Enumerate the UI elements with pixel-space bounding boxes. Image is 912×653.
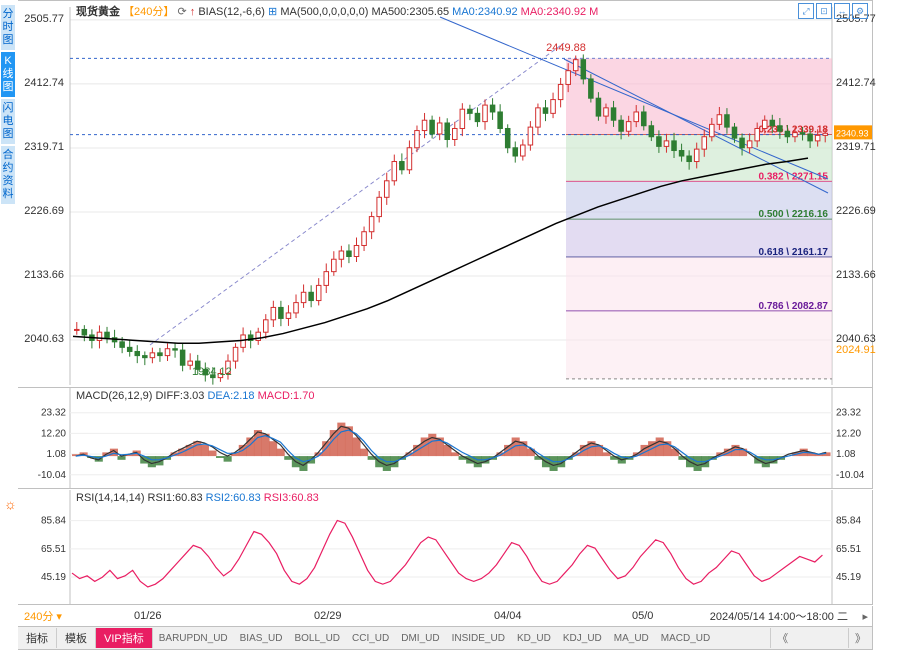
sidebar-tab-flash[interactable]: 闪电图 [0,98,16,145]
indicator-tab[interactable]: BIAS_UD [234,631,289,646]
macd-panel: MACD(26,12,9) DIFF:3.03 DEA:2.18 MACD:1.… [18,388,873,489]
indicator-tab[interactable]: BOLL_UD [288,631,346,646]
svg-text:65.51: 65.51 [41,544,66,555]
xaxis-timestamp: 2024/05/14 14:00～18:00 二 [710,608,848,624]
chart-header: 现货黄金 【240分】 ⟳ ↑ BIAS(12,-6,6) ⊞ MA(500,0… [76,3,598,19]
svg-text:-10.04: -10.04 [836,470,865,481]
svg-text:45.19: 45.19 [836,572,861,583]
yaxis-left: 2040.632133.662226.692319.712412.742505.… [18,0,68,386]
indicator-tab[interactable]: MACD_UD [655,631,716,646]
indicator-tab[interactable]: DMI_UD [395,631,445,646]
instrument-title: 现货黄金 [76,6,120,18]
svg-text:85.84: 85.84 [41,516,66,527]
indicator-tab[interactable]: CCI_UD [346,631,395,646]
macd-svg[interactable]: -10.04 -10.04 1.08 1.08 12.20 12.20 23.32 23.32 [18,388,872,488]
ma500-value: MA500:2305.65 [371,6,449,18]
sidebar-tab-time[interactable]: 分时图 [0,4,16,51]
sidebar-tab-kline[interactable]: K线图 [0,51,16,98]
svg-text:0.382 \ 2271.15: 0.382 \ 2271.15 [758,171,828,182]
rsi-star-icon: ☼ [4,496,17,512]
macd-dea: DEA:2.18 [207,390,254,402]
ma-label: MA(500,0,0,0,0,0) [280,6,368,18]
rsi-label: RSI(14,14,14) [76,492,144,504]
svg-text:0.618 \ 2161.17: 0.618 \ 2161.17 [758,247,828,258]
indicator-tab[interactable]: BARUPDN_UD [153,631,234,646]
svg-text:1.08: 1.08 [47,449,67,460]
xaxis-tick: 04/04 [494,610,522,622]
svg-text:0.500 \ 2216.16: 0.500 \ 2216.16 [758,209,828,220]
xaxis-tick: 05/0 [632,610,653,622]
corner-icon-2[interactable]: ⊡ [816,3,832,19]
svg-text:12.20: 12.20 [836,428,861,439]
bottom-tabs: 指标 模板 VIP指标 BARUPDN_UDBIAS_UDBOLL_UDCCI_… [18,627,873,650]
svg-text:1984.12: 1984.12 [192,366,232,378]
rsi2: RSI2:60.83 [206,492,261,504]
timeframe-label: 【240分】 [123,6,174,18]
indicator-nav[interactable]: 》 [848,628,872,648]
macd-diff: DIFF:3.03 [155,390,204,402]
svg-text:23.32: 23.32 [41,408,66,419]
ma0-b: MA0:2340.92 [521,6,586,18]
svg-text:85.84: 85.84 [836,516,861,527]
xaxis-row: 240分 ▾ 2024/05/14 14:00～18:00 二 ▸ 01/26 0… [18,606,873,627]
svg-text:0.786 \ 2082.87: 0.786 \ 2082.87 [758,301,828,312]
svg-text:1.08: 1.08 [836,449,856,460]
svg-text:45.19: 45.19 [41,572,66,583]
tab-template[interactable]: 模板 [57,628,96,648]
svg-text:2449.88: 2449.88 [546,42,586,54]
tab-indicator[interactable]: 指标 [18,628,57,648]
m-label: M [589,6,598,18]
ma0-a: MA0:2340.92 [452,6,517,18]
corner-icons: ⤢ ⊡ ↔ ⚙ [798,3,868,19]
macd-header: MACD(26,12,9) DIFF:3.03 DEA:2.18 MACD:1.… [76,390,314,402]
xaxis-tick: 01/26 [134,610,162,622]
left-sidebar: 分时图 K线图 闪电图 合约资料 [0,4,16,388]
main-chart-svg[interactable]: 0.236 \ 2339.180.382 \ 2271.150.500 \ 22… [18,1,872,387]
xaxis-tick: 02/29 [314,610,342,622]
macd-macd: MACD:1.70 [258,390,315,402]
rsi-svg[interactable]: 45.19 45.19 65.51 65.51 85.84 85.84 [18,490,872,604]
svg-text:-10.04: -10.04 [38,470,67,481]
svg-text:23.32: 23.32 [836,408,861,419]
indicator-tab[interactable]: KDJ_UD [557,631,608,646]
macd-label: MACD(26,12,9) [76,390,152,402]
xaxis-timeframe[interactable]: 240分 ▾ [18,608,68,624]
indicator-tab[interactable]: KD_UD [511,631,557,646]
rsi3: RSI3:60.83 [264,492,319,504]
bias-label: BIAS(12,-6,6) [198,6,265,18]
svg-text:65.51: 65.51 [836,544,861,555]
indicator-nav[interactable]: 《 [770,628,794,648]
corner-icon-1[interactable]: ⤢ [798,3,814,19]
corner-icon-3[interactable]: ↔ [834,3,850,19]
corner-icon-4[interactable]: ⚙ [852,3,868,19]
rsi-header: RSI(14,14,14) RSI1:60.83 RSI2:60.83 RSI3… [76,492,319,504]
svg-text:12.20: 12.20 [41,428,66,439]
sidebar-tab-contract[interactable]: 合约资料 [0,145,16,205]
indicator-tab[interactable]: INSIDE_UD [446,631,511,646]
indicator-tab[interactable]: MA_UD [608,631,655,646]
yaxis-right: 2040.632133.662226.692319.712412.742505.… [832,0,882,386]
rsi-panel: ☼ RSI(14,14,14) RSI1:60.83 RSI2:60.83 RS… [18,490,873,605]
rsi1: RSI1:60.83 [148,492,203,504]
tab-vip[interactable]: VIP指标 [96,628,153,648]
xaxis-scroll-right-icon[interactable]: ▸ [862,610,868,623]
main-chart-panel: 现货黄金 【240分】 ⟳ ↑ BIAS(12,-6,6) ⊞ MA(500,0… [18,0,873,388]
